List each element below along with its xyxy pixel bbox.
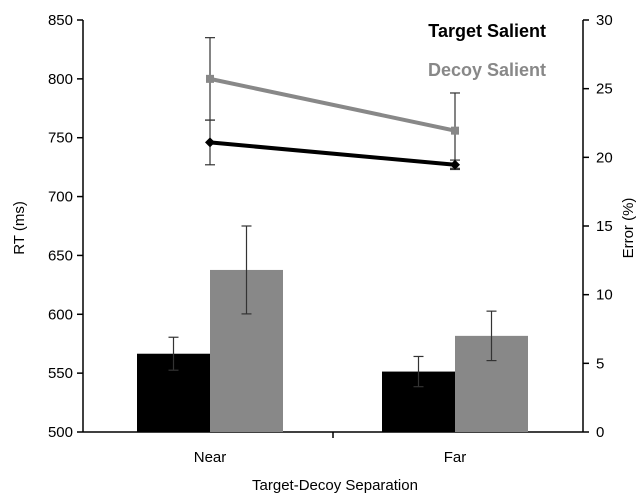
series-line xyxy=(209,140,456,167)
y-left-tick-label: 600 xyxy=(48,306,73,323)
y-right-tick-label: 20 xyxy=(596,149,613,166)
y-right-tick-label: 15 xyxy=(596,218,613,235)
lines xyxy=(205,37,460,171)
y-left-tick-label: 500 xyxy=(48,424,73,441)
y-left-axis-label: RT (ms) xyxy=(11,201,28,255)
y-right-tick-label: 30 xyxy=(596,12,613,29)
y-left-tick-label: 850 xyxy=(48,12,73,29)
y-left-tick-label: 700 xyxy=(48,189,73,206)
series-line xyxy=(209,76,456,133)
bars xyxy=(137,225,528,432)
y-left-tick-label: 550 xyxy=(48,365,73,382)
y-right-axis-label: Error (%) xyxy=(620,198,637,259)
point-square xyxy=(206,74,214,83)
point-square xyxy=(451,126,459,135)
y-left-tick-label: 650 xyxy=(48,247,73,264)
y-right-tick-label: 25 xyxy=(596,81,613,98)
y-right-tick-label: 0 xyxy=(596,424,604,441)
y-left-tick-label: 800 xyxy=(48,71,73,88)
x-tick-label: Near xyxy=(194,449,227,466)
y-left-tick-label: 750 xyxy=(48,130,73,147)
point-diamond xyxy=(450,159,460,170)
legend-decoy-salient: Decoy Salient xyxy=(428,60,546,80)
x-axis-label: Target-Decoy Separation xyxy=(252,477,418,494)
y-right-tick-label: 10 xyxy=(596,287,613,304)
y-right-tick-label: 5 xyxy=(596,355,604,372)
legend-target-salient: Target Salient xyxy=(428,21,546,41)
point-diamond xyxy=(205,137,215,148)
x-tick-label: Far xyxy=(444,449,467,466)
